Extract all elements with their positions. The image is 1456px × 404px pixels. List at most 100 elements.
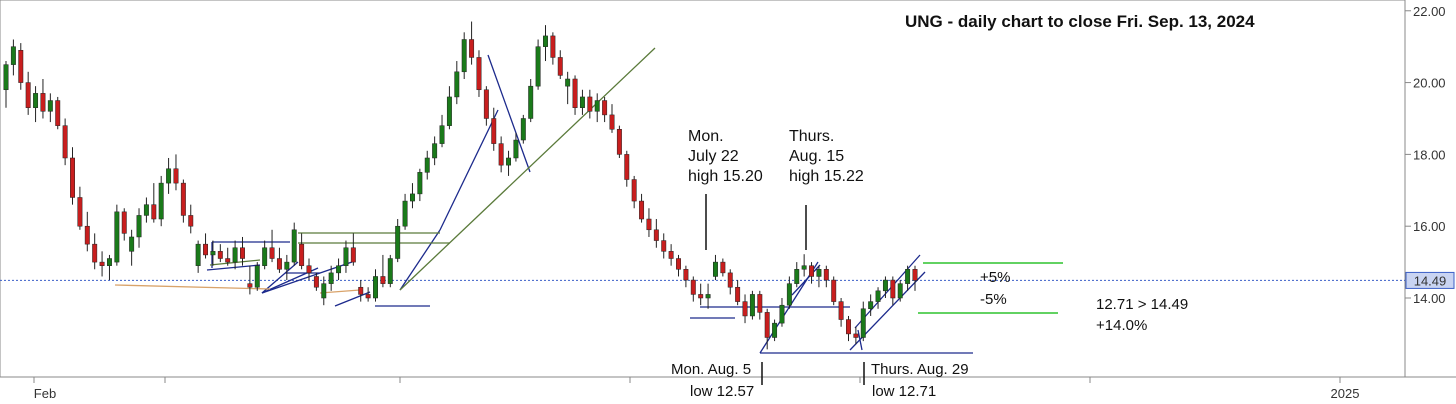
candle-body xyxy=(712,261,718,277)
y-tick-label: 16.00 xyxy=(1413,219,1446,234)
candle-body xyxy=(114,211,120,263)
candle-body xyxy=(424,157,430,173)
candle-body xyxy=(779,304,785,324)
y-tick-label: 14.00 xyxy=(1413,291,1446,306)
candle-body xyxy=(47,100,53,112)
candle-body xyxy=(572,78,578,108)
candle-body xyxy=(698,294,704,299)
candle-body xyxy=(395,225,401,259)
candle-body xyxy=(890,279,896,299)
gain-label-2: +14.0% xyxy=(1096,317,1147,334)
candle-body xyxy=(350,247,356,263)
y-tick-label: 22.00 xyxy=(1413,4,1446,19)
plot-area xyxy=(0,0,1406,378)
candle-body xyxy=(513,139,519,159)
candle-body xyxy=(151,204,157,220)
candle-body xyxy=(579,96,585,108)
candle-body xyxy=(313,276,319,288)
candle-body xyxy=(506,157,512,166)
candle-body xyxy=(10,46,16,65)
candle-body xyxy=(188,215,194,227)
candle-body xyxy=(432,143,438,159)
candle-body xyxy=(417,172,423,195)
candle-body xyxy=(33,93,39,108)
y-tick-label: 18.00 xyxy=(1413,147,1446,162)
candle-body xyxy=(328,272,334,284)
candle-body xyxy=(129,236,135,252)
candle-body xyxy=(661,240,667,252)
candle-body xyxy=(284,261,290,270)
candle-body xyxy=(491,118,497,144)
candle-body xyxy=(143,204,149,216)
candle-body xyxy=(380,276,386,284)
trendline xyxy=(791,264,821,296)
candle-body xyxy=(690,279,696,295)
candle-body xyxy=(70,157,75,198)
trendline xyxy=(439,109,499,231)
candle-body xyxy=(99,261,105,266)
y-tick-label: 20.00 xyxy=(1413,76,1446,91)
candle-body xyxy=(846,319,851,335)
candle-body xyxy=(749,294,755,317)
candle-body xyxy=(735,286,741,302)
candle-body xyxy=(764,312,770,338)
x-tick-label: 2025 xyxy=(1331,386,1360,401)
candle-body xyxy=(498,143,504,166)
candle-body xyxy=(240,247,245,259)
aug5-label-1: Mon. Aug. 5 xyxy=(671,361,751,378)
candle-body xyxy=(136,215,142,238)
candle-body xyxy=(476,57,482,91)
svg-text:14.49: 14.49 xyxy=(1414,273,1447,288)
candle-body xyxy=(62,125,68,159)
candle-body xyxy=(173,168,179,184)
candle-body xyxy=(772,322,778,338)
candle-body xyxy=(446,96,452,126)
y-axis: 14.00 16.00 18.00 20.00 22.00 xyxy=(1405,4,1446,306)
candle-body xyxy=(409,193,415,202)
x-tick-label: Feb xyxy=(34,386,56,401)
trendlines xyxy=(114,47,973,354)
candle-body xyxy=(232,247,238,263)
aug15-label-3: high 15.22 xyxy=(789,168,864,185)
candle-body xyxy=(84,225,90,245)
candle-body xyxy=(454,71,460,98)
trendline xyxy=(261,261,299,294)
trendline xyxy=(319,289,361,294)
candle-body xyxy=(550,35,556,58)
jul22-label-2: July 22 xyxy=(688,148,739,165)
candle-body xyxy=(299,243,305,266)
candle-body xyxy=(203,243,209,256)
candle-body xyxy=(905,269,911,284)
candle-body xyxy=(77,197,83,227)
trendline xyxy=(334,291,371,307)
candle-body xyxy=(631,179,637,202)
jul22-label-1: Mon. xyxy=(688,128,724,145)
candle-body xyxy=(882,279,888,292)
candle-body xyxy=(387,258,393,284)
candle-body xyxy=(439,125,445,144)
last-price-badge: 14.49 xyxy=(1405,271,1455,289)
candle-body xyxy=(646,218,652,231)
candle-body xyxy=(668,251,674,259)
trendline xyxy=(114,284,271,290)
candle-body xyxy=(794,269,800,284)
candle-body xyxy=(180,182,186,216)
candle-body xyxy=(831,279,837,302)
candle-body xyxy=(742,301,748,317)
candle-body xyxy=(594,100,600,112)
trendline xyxy=(854,254,921,329)
annotations: Mon. July 22 high 15.20 Thurs. Aug. 15 h… xyxy=(671,128,1188,400)
candle-body xyxy=(365,294,371,299)
candle-body xyxy=(306,265,312,274)
candle-body xyxy=(705,294,711,299)
candle-body xyxy=(587,96,593,112)
candle-body xyxy=(801,265,807,270)
trendline xyxy=(399,229,441,291)
candle-body xyxy=(210,251,216,256)
candle-body xyxy=(727,272,733,288)
candle-body xyxy=(358,286,364,295)
candle-body xyxy=(912,269,918,281)
candle-body xyxy=(269,247,275,259)
candle-body xyxy=(823,269,829,281)
